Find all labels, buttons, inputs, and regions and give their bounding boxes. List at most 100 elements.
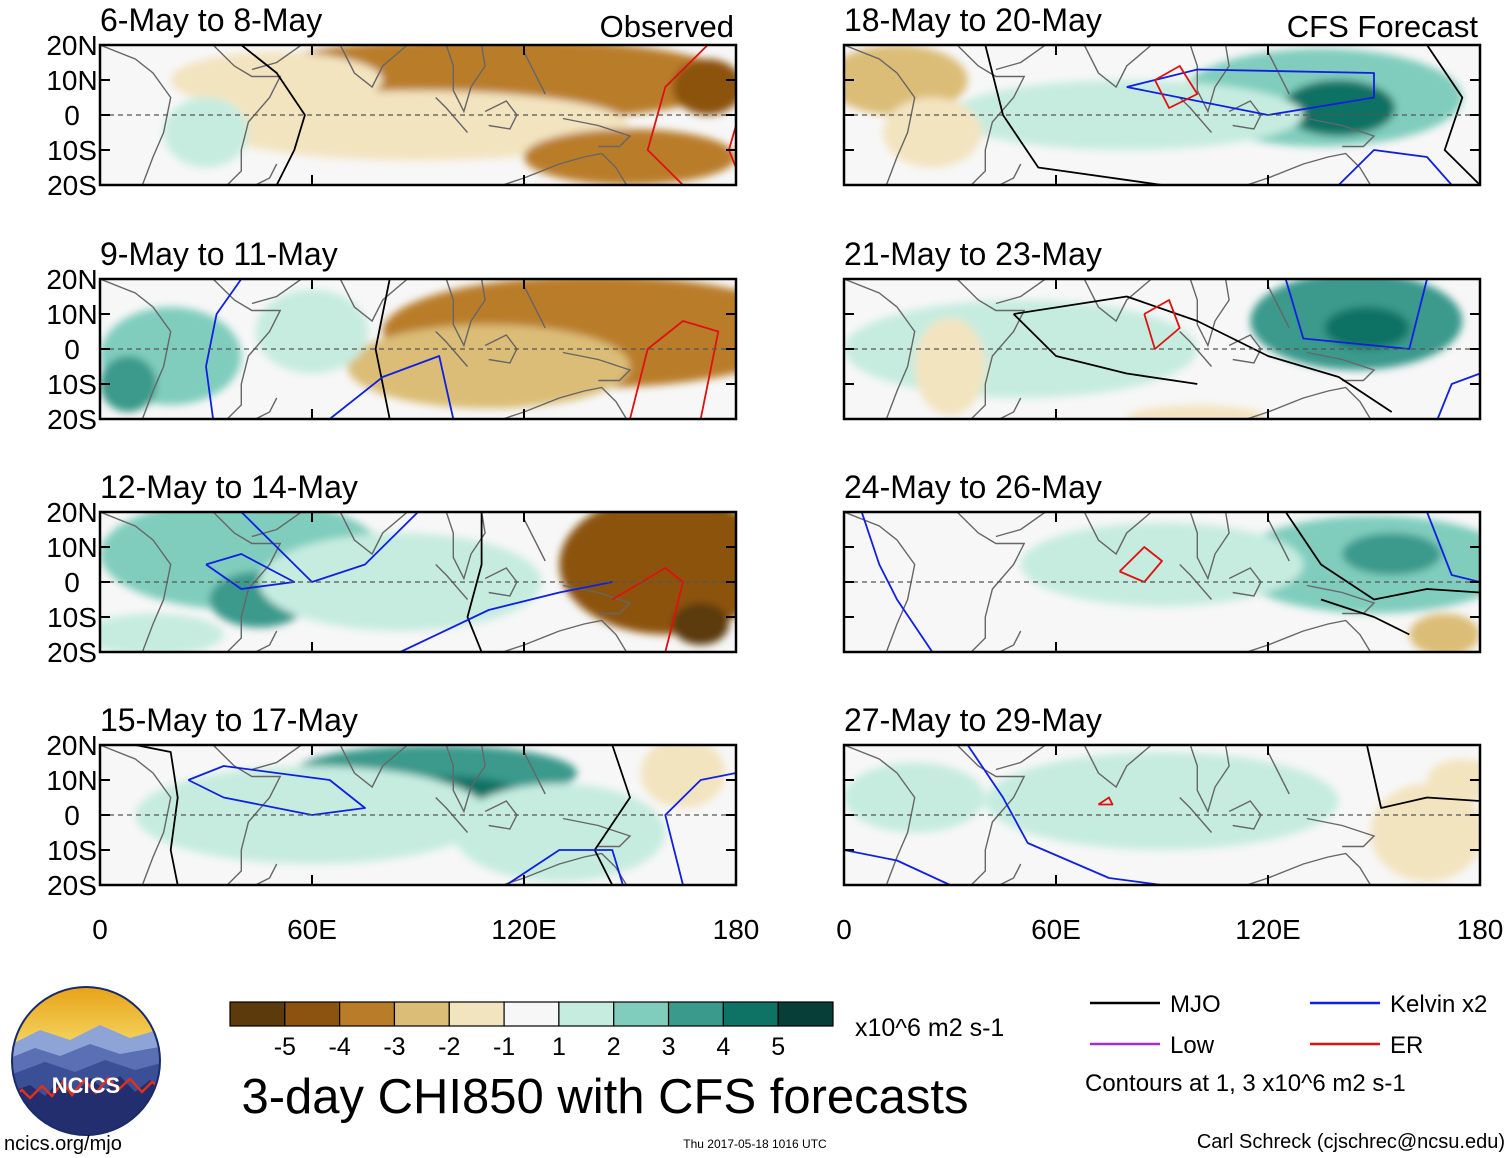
contour-note: Contours at 1, 3 x10^6 m2 s-1 [1085,1070,1406,1097]
coastlines [100,279,632,419]
wave-contours [135,745,736,885]
footer-url: ncics.org/mjo [4,1133,122,1155]
colorbar-swatch [393,1001,450,1027]
colorbar-tick-label: 4 [716,1033,730,1061]
y-tick-label: 10S [47,835,97,866]
anomaly-blob [524,129,736,185]
colorbar-tick-label: -2 [438,1033,460,1061]
y-tick-label: 10S [47,135,97,166]
anomaly-blob [163,97,249,168]
x-axes: 0 60E 120E 180 0 60E 120E 180 [92,914,1503,945]
colorbar-tick-label: 3 [662,1033,676,1061]
y-tick-label: 0 [64,100,80,131]
wave-contours [860,512,1480,652]
colorbar-tick-label: 1 [552,1033,566,1061]
anomaly-blob [453,783,666,882]
panel-title: 18-May to 20-May [844,2,1102,38]
anomaly-blob [985,752,1339,850]
anomaly-blob [1370,783,1480,882]
colorbar-units: x10^6 m2 s-1 [855,1014,1004,1042]
colorbar-swatch [229,1001,286,1027]
anomaly-blob [640,745,726,808]
colorbar-swatch [667,1001,724,1027]
x-tick-label: 0 [92,914,108,945]
anomaly-blob [672,603,729,645]
panel-title: 21-May to 23-May [844,236,1102,272]
anomaly-blob [1126,405,1268,419]
anomaly-blob [1324,307,1410,349]
anomaly-blob [914,317,986,416]
x-tick-label: 60E [1031,914,1081,945]
anomaly-blob [1409,613,1480,652]
colorbar-swatch [722,1001,779,1027]
colorbar: -5 -4 -3 -2 -1 1 2 3 4 5 x10^6 m2 s-1 [229,1001,1004,1061]
panel-forecast-2: 21-May to 23-May [842,236,1482,421]
y-tick-label: 0 [64,334,80,365]
colorbar-tick-label: -4 [329,1033,351,1061]
y-tick-label: 0 [64,800,80,831]
anomaly-blob [559,512,736,635]
anomaly-blob [1020,522,1304,607]
panel-title: 27-May to 29-May [844,702,1102,738]
logo-mountains [12,1025,160,1135]
y-tick-label: 10N [46,532,97,563]
y-tick-label: 20N [46,730,97,761]
anomaly-blob [100,613,224,652]
panel-title: 24-May to 26-May [844,469,1102,505]
y-tick-label: 20N [46,497,97,528]
colorbar-tick-label: 5 [771,1033,785,1061]
colorbar-swatch [777,1001,834,1027]
footer-credit: Carl Schreck (cjschrec@ncsu.edu) [1197,1131,1505,1153]
panel-title: 15-May to 17-May [100,702,358,738]
wave-contours [844,745,1480,885]
y-tick-label: 20S [47,170,97,201]
y-tick-label: 20S [47,870,97,901]
anomaly-field [100,45,736,185]
legend-label: Low [1170,1032,1215,1059]
legend-label: MJO [1170,991,1221,1018]
colorbar-swatch [558,1001,615,1027]
ncics-logo: NCICS [11,986,161,1136]
anomaly-blob [1282,80,1396,136]
anomaly-field [100,512,736,652]
anomaly-blob [347,324,630,409]
panel-forecast-4: 27-May to 29-May [842,702,1482,887]
colorbar-tick-label: 2 [607,1033,621,1061]
anomaly-blob [1342,533,1442,575]
footer-timestamp: Thu 2017-05-18 1016 UTC [683,1137,827,1151]
x-tick-label: 120E [1235,914,1300,945]
y-tick-label: 10N [46,65,97,96]
y-tick-label: 10S [47,602,97,633]
anomaly-blob [844,45,968,115]
x-tick-label: 120E [491,914,556,945]
contour-legend: MJO Kelvin x2 Low ER Contours at 1, 3 x10^6 … [1085,991,1487,1097]
wave-contours [205,279,720,419]
colorbar-tick-label: -3 [383,1033,405,1061]
y-tick-label: 10S [47,369,97,400]
logo-text: NCICS [52,1073,120,1098]
anomaly-field [100,279,736,419]
panel-title: 9-May to 11-May [100,236,338,272]
x-tick-label: 180 [1457,914,1504,945]
colorbar-swatch [613,1001,670,1027]
panel-title: 12-May to 14-May [100,469,358,505]
y-tick-label: 10N [46,765,97,796]
x-tick-label: 60E [287,914,337,945]
panel-observed-1: 6-May to 8-May Observed 20N 10N 0 10S 20S [46,2,738,201]
anomaly-field [100,745,736,885]
colorbar-tick-label: -5 [274,1033,296,1061]
colorbar-swatch [503,1001,560,1027]
anomaly-blob [206,90,630,161]
anomaly-field [844,512,1480,652]
colorbar-swatch [284,1001,341,1027]
coastlines [844,512,1376,652]
wave-contours [1012,279,1480,419]
column-label: Observed [600,9,734,44]
coastlines [844,745,1376,885]
legend-label: Kelvin x2 [1390,991,1487,1018]
y-tick-label: 20N [46,30,97,61]
